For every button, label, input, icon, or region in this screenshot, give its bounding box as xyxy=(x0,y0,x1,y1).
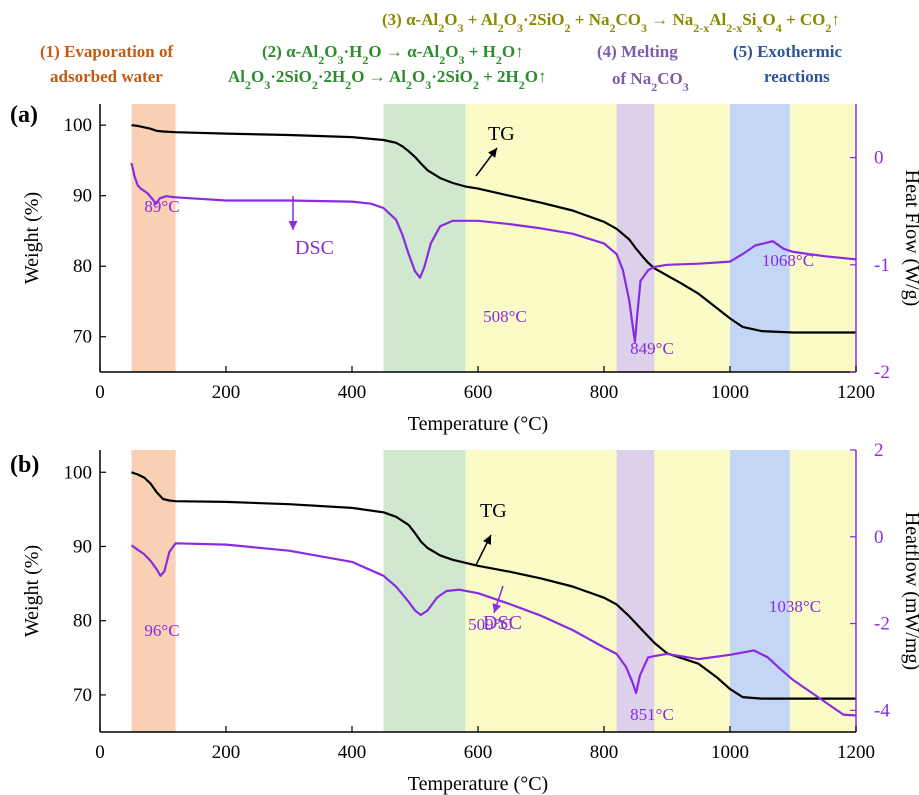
series-tg-line xyxy=(131,471,856,700)
y-axis-label: Weight (%) xyxy=(21,545,43,637)
y2-axis-label: Heatflow (mW/mg) xyxy=(901,512,919,670)
y-tick-label: 90 xyxy=(73,186,92,207)
dsc-arrow xyxy=(492,585,504,614)
series-tg-line xyxy=(131,124,856,334)
y-axis-label: Weight (%) xyxy=(21,192,43,284)
y-tick-label: 100 xyxy=(64,115,93,136)
dsc-curve-label: DSC xyxy=(483,612,522,634)
annotation-melting-line2: of Na2CO3 xyxy=(612,69,689,94)
peak-label: 1038°C xyxy=(769,597,821,616)
tg-curve-label: TG xyxy=(488,123,515,145)
x-tick-label: 0 xyxy=(95,742,105,763)
x-tick-label: 400 xyxy=(338,382,367,403)
x-tick-label: 200 xyxy=(212,742,241,763)
x-tick-label: 800 xyxy=(590,382,619,403)
peak-label: 1068°C xyxy=(762,251,814,270)
peak-label: 89°C xyxy=(144,197,179,216)
y-tick-label: 80 xyxy=(73,256,92,277)
panel-b: 0 200 400 600 800 1000 1200 70 80 90 100 -4 -2 0 2 Temp… xyxy=(10,440,919,795)
peak-label: 509°C xyxy=(468,615,512,634)
dsc-curve-label: DSC xyxy=(295,237,334,259)
x-tick-label: 1200 xyxy=(837,742,875,763)
tg-curve-label: TG xyxy=(480,500,507,522)
region-reaction xyxy=(465,450,617,732)
y2-tick-label: -2 xyxy=(874,362,890,383)
y2-tick-label: -4 xyxy=(874,700,890,721)
x-tick-label: 1000 xyxy=(711,742,749,763)
x-tick-label: 0 xyxy=(95,382,105,403)
y2-tick-label: -1 xyxy=(874,255,890,276)
peak-label: 851°C xyxy=(630,705,674,724)
region-exothermic xyxy=(730,104,790,372)
region-exothermic xyxy=(730,450,790,732)
y2-tick-label: -2 xyxy=(874,614,890,635)
annotation-melting-line1: (4) Melting xyxy=(597,42,678,61)
y2-tick-label: 2 xyxy=(874,440,884,461)
y-tick-label: 70 xyxy=(73,685,92,706)
panel-a: 0 200 400 600 800 1000 1200 70 80 90 100 -2 -1 0 Tempe… xyxy=(10,102,919,435)
region-reaction xyxy=(789,104,856,372)
x-tick-label: 200 xyxy=(212,382,241,403)
y-tick-label: 80 xyxy=(73,611,92,632)
x-tick-label: 600 xyxy=(464,382,493,403)
region-evaporation xyxy=(131,104,176,372)
x-tick-label: 1200 xyxy=(837,382,875,403)
annotation-water-line1: (1) Evaporation of xyxy=(40,42,174,61)
y2-tick-label: 0 xyxy=(874,527,884,548)
annotation-reaction: (3) α-Al2O3 + Al2O3·2SiO2 + Na2CO3 → Na2… xyxy=(382,10,840,35)
peak-label: 96°C xyxy=(144,621,179,640)
region-dehydration xyxy=(383,104,466,372)
x-axis-label: Temperature (°C) xyxy=(408,773,548,795)
peak-label: 508°C xyxy=(483,307,527,326)
annotation-dehydration-line2: Al2O3·2SiO2·2H2O → Al2O3·2SiO2 + 2H2O↑ xyxy=(228,67,546,92)
region-reaction xyxy=(654,450,730,732)
annotation-exothermic-line2: reactions xyxy=(764,67,830,86)
x-tick-label: 800 xyxy=(590,742,619,763)
annotation-water-line2: adsorbed water xyxy=(50,67,163,86)
panel-label: (b) xyxy=(10,452,39,478)
region-reaction xyxy=(789,450,856,732)
panel-label: (a) xyxy=(10,102,38,128)
tg-arrow xyxy=(475,534,492,566)
annotations: (3) α-Al2O3 + Al2O3·2SiO2 + Na2CO3 → Na2… xyxy=(40,10,843,94)
peak-label: 849°C xyxy=(630,339,674,358)
annotation-dehydration-line1: (2) α-Al2O3·H2O → α-Al2O3 + H2O↑ xyxy=(262,42,524,67)
y2-tick-label: 0 xyxy=(874,148,884,169)
x-axis-label: Temperature (°C) xyxy=(408,413,548,435)
region-melting xyxy=(616,450,655,732)
region-evaporation xyxy=(131,450,176,732)
x-tick-label: 400 xyxy=(338,742,367,763)
annotation-exothermic-line1: (5) Exothermic xyxy=(733,42,843,61)
y2-axis-label: Heat Flow (W/g) xyxy=(901,170,919,307)
region-reaction xyxy=(654,104,730,372)
tg-arrow xyxy=(475,147,498,177)
series-dsc-line xyxy=(130,542,857,717)
y-tick-label: 70 xyxy=(73,327,92,348)
x-tick-label: 1000 xyxy=(711,382,749,403)
x-tick-label: 600 xyxy=(464,742,493,763)
y-tick-label: 100 xyxy=(64,462,93,483)
y-tick-label: 90 xyxy=(73,536,92,557)
series-dsc-line xyxy=(130,162,857,344)
